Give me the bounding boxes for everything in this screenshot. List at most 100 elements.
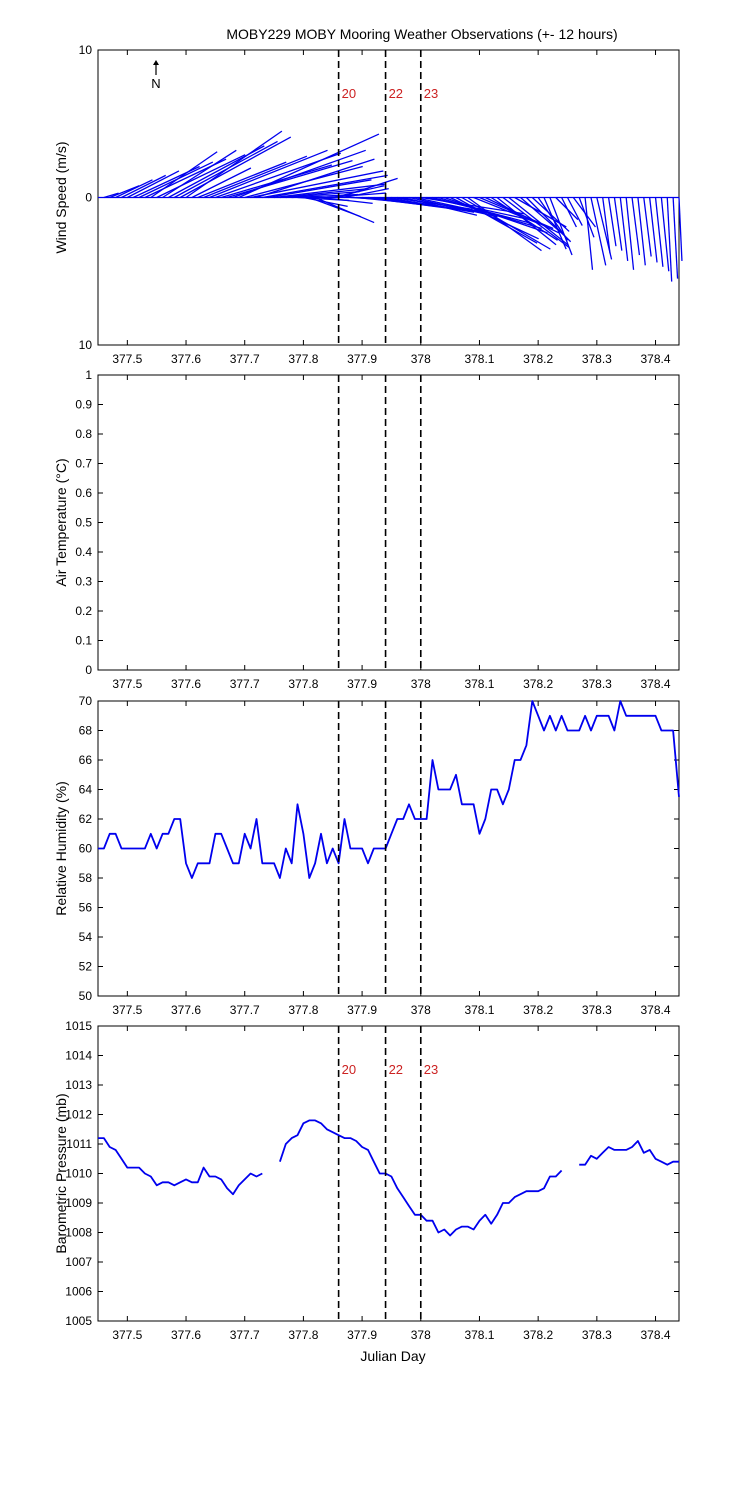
air-temp-ytick-label: 0.2: [75, 604, 92, 618]
wind-wind-vector: [268, 179, 372, 199]
wind-wind-vector: [502, 196, 570, 249]
pressure-xtick-label: 377.8: [288, 1328, 318, 1342]
air-temp-ytick-label: 0.7: [75, 457, 92, 471]
pressure-ytick-label: 1011: [66, 1137, 92, 1151]
wind-wind-vector: [660, 197, 670, 272]
humidity-ytick-label: 52: [79, 960, 93, 974]
air-temp-ytick-label: 0.8: [75, 427, 92, 441]
pressure-event-label: 23: [424, 1062, 438, 1077]
wind-wind-vector: [631, 197, 641, 256]
air-temp-ytick-label: 0.5: [75, 516, 92, 530]
air-temp-ytick-label: 0.6: [75, 486, 92, 500]
wind-panel: 377.5 377.6 377.7 377.8 377.9 378 378.1 378.2 37…: [53, 43, 683, 366]
wind-wind-vector: [654, 197, 664, 267]
wind-event-label: 22: [389, 86, 403, 101]
wind-wind-vector: [256, 158, 375, 199]
pressure-ytick-label: 1008: [65, 1226, 92, 1240]
humidity-xtick-label: 377.6: [171, 1003, 201, 1017]
wind-y-axis-label: Wind Speed (m/s): [53, 141, 69, 253]
humidity-xtick-label: 377.8: [288, 1003, 318, 1017]
pressure-ytick-label: 1013: [65, 1078, 92, 1092]
pressure-xtick-label: 378: [411, 1328, 431, 1342]
pressure-ytick-label: 1015: [65, 1019, 92, 1033]
wind-wind-vector: [649, 197, 658, 263]
humidity-xtick-label: 377.9: [347, 1003, 377, 1017]
wind-wind-vector: [508, 196, 569, 246]
wind-xtick-label: 378: [411, 352, 431, 366]
wind-wind-vector: [127, 170, 180, 199]
air-temp-xtick-label: 377.8: [288, 677, 318, 691]
pressure-ytick-label: 1007: [65, 1255, 92, 1269]
wind-wind-vector: [273, 183, 385, 199]
humidity-plot-area: [97, 700, 680, 997]
pressure-xtick-label: 378.4: [641, 1328, 671, 1342]
air-temp-xtick-label: 378.3: [582, 677, 612, 691]
air-temp-ytick-label: 0: [85, 663, 92, 677]
wind-xtick-label: 378.3: [582, 352, 612, 366]
pressure-series-line: [579, 1140, 679, 1166]
pressure-xtick-label: 378.1: [464, 1328, 494, 1342]
wind-wind-vector: [678, 197, 683, 261]
x-axis-label: Julian Day: [360, 1348, 425, 1364]
air-temp-xtick-label: 377.7: [230, 677, 260, 691]
wind-xtick-label: 378.2: [523, 352, 553, 366]
wind-xtick-label: 378.1: [464, 352, 494, 366]
figure-title: MOBY229 MOBY Mooring Weather Observation…: [226, 26, 617, 42]
air-temp-ytick-label: 0.3: [75, 575, 92, 589]
air-temp-plot-area: [97, 374, 680, 671]
north-arrowhead: [153, 60, 159, 65]
wind-xtick-label: 377.7: [230, 352, 260, 366]
wind-wind-vector: [209, 149, 328, 199]
pressure-event-label: 22: [389, 1062, 403, 1077]
wind-wind-vector: [672, 197, 679, 279]
pressure-xtick-label: 377.9: [347, 1328, 377, 1342]
wind-xtick-label: 377.5: [112, 352, 142, 366]
humidity-ytick-label: 60: [79, 842, 93, 856]
wind-wind-vector: [250, 170, 384, 199]
wind-wind-vector: [485, 196, 560, 234]
humidity-xtick-label: 378.2: [523, 1003, 553, 1017]
humidity-ytick-label: 50: [79, 989, 93, 1003]
wind-wind-vector: [314, 196, 375, 224]
wind-wind-vector: [109, 185, 140, 199]
pressure-xtick-label: 377.7: [230, 1328, 260, 1342]
wind-wind-vector: [607, 197, 617, 247]
wind-ytick-label: 10: [79, 338, 93, 352]
air-temp-panel: 377.5 377.6 377.7 377.8 377.9 378 378.1 378.2 37…: [53, 368, 680, 691]
wind-wind-vector: [473, 196, 541, 225]
humidity-xtick-label: 377.7: [230, 1003, 260, 1017]
wind-wind-vector: [115, 179, 153, 199]
air-temp-xtick-label: 377.6: [171, 677, 201, 691]
air-temp-y-axis-label: Air Temperature (°C): [53, 458, 69, 586]
wind-wind-vector: [226, 160, 353, 199]
wind-wind-vector: [162, 149, 237, 199]
pressure-series-line: [98, 1137, 263, 1196]
humidity-series-line: [98, 700, 680, 879]
north-label: N: [151, 76, 160, 91]
humidity-xtick-label: 378: [411, 1003, 431, 1017]
humidity-ytick-label: 54: [79, 930, 93, 944]
wind-wind-vector: [156, 154, 246, 199]
wind-event-label: 20: [342, 86, 356, 101]
wind-wind-vector: [203, 155, 308, 199]
wind-wind-vector: [455, 196, 538, 244]
wind-wind-vector: [584, 197, 594, 270]
panels: 377.5 377.6 377.7 377.8 377.9 378 378.1 378.2 37…: [53, 43, 683, 1342]
pressure-panel: 377.5 377.6 377.7 377.8 377.9 378 378.1 378.2 37…: [53, 1019, 680, 1342]
wind-wind-vector: [185, 130, 283, 199]
wind-wind-vector: [549, 197, 573, 256]
wind-wind-vector: [449, 196, 539, 240]
pressure-ytick-label: 1010: [65, 1167, 92, 1181]
air-temp-ytick-label: 0.4: [75, 545, 92, 559]
humidity-panel: 377.5 377.6 377.7 377.8 377.9 378 378.1 378.2 37…: [53, 694, 680, 1017]
pressure-xtick-label: 377.5: [112, 1328, 142, 1342]
humidity-xtick-label: 378.3: [582, 1003, 612, 1017]
wind-wind-vector: [613, 197, 623, 251]
wind-wind-vector: [320, 196, 373, 205]
wind-xtick-label: 377.9: [347, 352, 377, 366]
pressure-ytick-label: 1005: [65, 1314, 92, 1328]
wind-wind-vector: [566, 197, 583, 226]
wind-wind-vector: [221, 164, 333, 199]
wind-wind-vector: [467, 196, 542, 252]
humidity-ytick-label: 64: [79, 783, 93, 797]
